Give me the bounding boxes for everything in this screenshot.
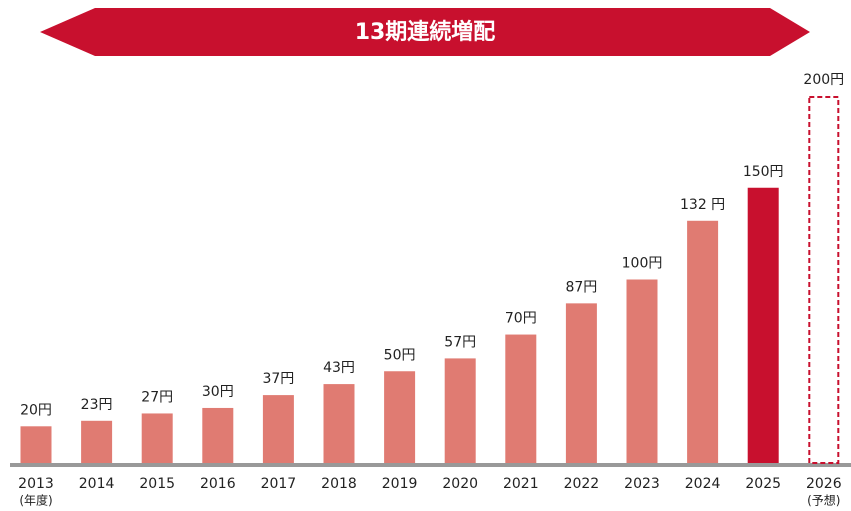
bar [141,413,173,463]
title-banner [40,8,810,56]
bar [747,187,779,463]
value-label: 70円 [505,311,537,327]
x-tick-label: 2013 [18,476,54,492]
bar [20,426,52,463]
value-label: 23円 [81,397,113,413]
value-label: 37円 [262,371,294,387]
bar [565,303,597,463]
x-tick-label: 2022 [564,476,600,492]
value-label: 20円 [20,402,52,418]
value-label: 43円 [323,360,355,376]
value-label: 50円 [384,347,416,363]
bar [626,279,658,463]
bar [323,384,355,463]
x-tick-label: 2025 [745,476,781,492]
x-tick-note: (予想) [807,493,840,508]
bar [384,371,416,463]
bar [444,358,476,463]
x-tick-label: 2026 [806,476,842,492]
x-tick-label: 2024 [685,476,721,492]
value-label: 27円 [141,389,173,405]
value-label: 30円 [202,384,234,400]
bar [81,420,113,463]
value-label: 132 円 [680,197,725,213]
bar [808,96,840,464]
bar [262,395,294,463]
value-label: 57円 [444,334,476,350]
x-tick-note: (年度) [19,493,52,508]
value-label: 100円 [622,256,663,272]
x-tick-label: 2016 [200,476,236,492]
x-tick-label: 2017 [261,476,297,492]
x-tick-label: 2019 [382,476,418,492]
x-tick-label: 2014 [79,476,115,492]
bar [687,220,719,463]
x-tick-label: 2021 [503,476,539,492]
x-tick-label: 2018 [321,476,357,492]
bar [505,334,537,463]
chart-title: 13期連続増配 [355,19,496,45]
bar [202,407,234,463]
value-label: 150円 [743,164,784,180]
value-label: 200円 [803,72,844,88]
x-tick-label: 2020 [442,476,478,492]
x-tick-label: 2023 [624,476,660,492]
value-label: 87円 [565,279,597,295]
x-tick-label: 2015 [139,476,175,492]
